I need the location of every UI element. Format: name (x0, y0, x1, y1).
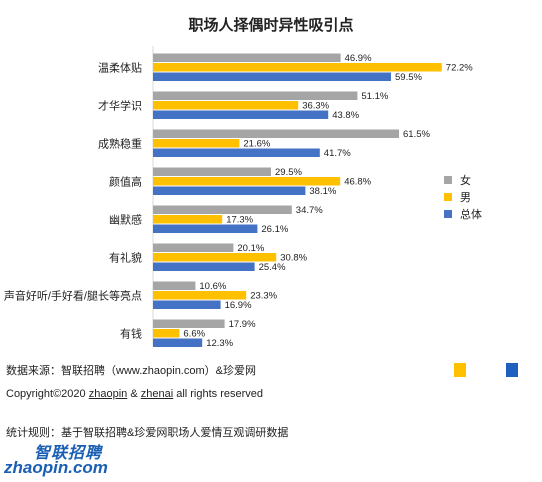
category-label: 幽默感 (109, 213, 142, 226)
copyright-zhenai: zhenai (140, 388, 174, 400)
bar (153, 63, 442, 72)
data-label: 34.7% (296, 205, 323, 216)
data-source-note: 数据来源：智联招聘（www.zhaopin.com）&珍爱网 (6, 365, 256, 377)
data-label: 36.3% (302, 101, 329, 112)
bar (153, 291, 247, 300)
bar (153, 72, 391, 81)
category-label: 成熟稳重 (98, 136, 142, 150)
bar (153, 139, 240, 148)
zhaopin-logo: 智联招聘 zhaopin.com (2, 438, 108, 480)
data-label: 25.4% (259, 262, 286, 273)
data-label: 46.8% (344, 177, 371, 188)
legend-label: 男 (460, 192, 471, 204)
copyright-prefix: Copyright©2020 (6, 388, 89, 400)
bar (153, 110, 329, 119)
legend-square-yellow (454, 363, 466, 377)
data-label: 29.5% (275, 167, 302, 178)
bar (153, 224, 258, 233)
data-label: 21.6% (243, 139, 270, 150)
data-label: 41.7% (324, 148, 351, 159)
legend-square-blue (506, 363, 518, 377)
copyright-amp: & (127, 388, 141, 400)
copyright-suffix: all rights reserved (173, 388, 264, 400)
bar (153, 91, 358, 100)
legend-swatch (444, 176, 452, 184)
bar (153, 338, 203, 347)
category-label: 有钱 (120, 326, 142, 340)
data-label: 26.1% (261, 224, 288, 235)
logo-cn-text: 智联招聘 (34, 445, 103, 462)
bar (153, 129, 399, 138)
method-note: 统计规则：基于智联招聘&珍爱网职场人爱情互观调研数据 (6, 427, 289, 439)
category-label: 声音好听/手好看/腿长等亮点 (4, 288, 142, 302)
bar (153, 177, 341, 186)
bar (153, 281, 196, 290)
data-label: 46.9% (345, 53, 372, 64)
data-label: 51.1% (361, 91, 388, 102)
data-label: 59.5% (395, 72, 422, 83)
legend-swatch (444, 193, 452, 201)
logo-en-text: zhaopin.com (4, 458, 108, 477)
data-label: 17.9% (229, 319, 256, 330)
legend-label: 女 (460, 173, 471, 187)
data-label: 61.5% (403, 129, 430, 140)
data-label: 30.8% (280, 253, 307, 264)
bar (153, 253, 277, 262)
bar (153, 329, 180, 338)
data-label: 6.6% (183, 329, 205, 340)
data-label: 20.1% (237, 243, 264, 254)
bar (153, 215, 223, 224)
category-label: 有礼貌 (109, 250, 142, 264)
bar (153, 101, 299, 110)
bar (153, 300, 221, 309)
bar (153, 205, 292, 214)
copyright-zhaopin: zhaopin (88, 388, 128, 400)
bar (153, 53, 341, 62)
category-label: 才华学识 (98, 98, 142, 112)
data-label: 38.1% (309, 186, 336, 197)
bar (153, 319, 225, 328)
data-label: 23.3% (250, 291, 277, 302)
copyright-note: Copyright©2020 zhaopin & zhenai all righ… (6, 388, 263, 400)
category-label: 温柔体贴 (98, 60, 142, 74)
bar (153, 262, 255, 271)
legend-swatch (444, 210, 452, 218)
bar (153, 148, 320, 157)
bar (153, 243, 234, 252)
bar (153, 186, 306, 195)
data-label: 10.6% (199, 281, 226, 292)
data-label: 17.3% (226, 215, 253, 226)
data-label: 16.9% (225, 300, 252, 311)
bar (153, 167, 271, 176)
category-label: 颜值高 (109, 174, 142, 188)
data-label: 12.3% (206, 338, 233, 349)
data-label: 43.8% (332, 110, 359, 121)
chart-title: 职场人择偶时异性吸引点 (188, 17, 354, 34)
legend-label: 总体 (460, 207, 482, 221)
data-label: 72.2% (446, 63, 473, 74)
